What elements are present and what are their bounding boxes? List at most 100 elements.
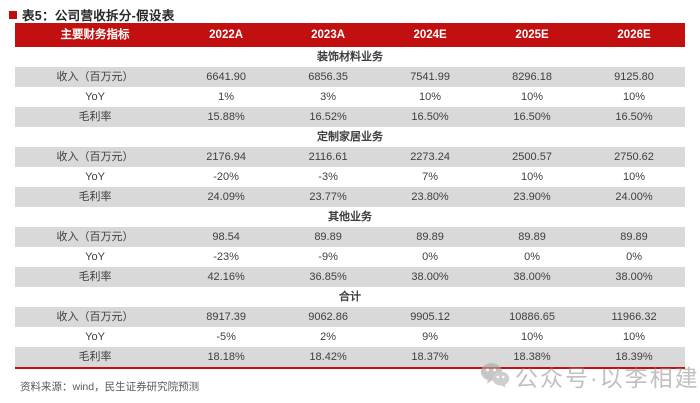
value-cell: 10886.65: [509, 311, 555, 323]
metric-cell: 收入（百万元）: [56, 311, 134, 323]
table-row: 毛利率 18.18% 18.42% 18.37% 18.38% 18.39%: [15, 347, 685, 367]
value-cell: 16.50%: [411, 111, 449, 123]
value-cell: 89.89: [416, 231, 444, 243]
section-label: 其他业务: [328, 211, 372, 223]
value-cell: 6641.90: [206, 71, 246, 83]
value-cell: 36.85%: [309, 271, 347, 283]
value-cell: 16.50%: [615, 111, 653, 123]
value-cell: 0%: [422, 251, 439, 263]
section-label-row: 其他业务: [15, 207, 685, 227]
metric-cell: YoY: [85, 91, 105, 103]
value-cell: 9125.80: [614, 71, 654, 83]
title-bullet-icon: [9, 10, 17, 19]
value-cell: 89.89: [518, 231, 546, 243]
value-cell: 2%: [320, 331, 337, 343]
value-cell: 1%: [218, 91, 235, 103]
metric-cell: YoY: [85, 171, 105, 183]
value-cell: 89.89: [620, 231, 648, 243]
value-cell: 18.38%: [513, 351, 551, 363]
header-cell-year: 2026E: [617, 29, 651, 41]
table-row: 收入（百万元） 8917.39 9062.86 9905.12 10886.65 1196…: [15, 307, 685, 327]
value-cell: 2273.24: [410, 151, 450, 163]
value-cell: 23.77%: [309, 191, 347, 203]
table-row: 毛利率 24.09% 23.77% 23.80% 23.90% 24.00%: [15, 187, 685, 207]
value-cell: 6856.35: [308, 71, 348, 83]
source-note: 资料来源：wind，民生证券研究院预测: [20, 381, 200, 393]
metric-cell: 毛利率: [78, 191, 112, 203]
value-cell: 10%: [623, 171, 646, 183]
header-cell-year: 2024E: [413, 29, 447, 41]
value-cell: 8917.39: [206, 311, 246, 323]
metric-cell: YoY: [85, 331, 105, 343]
value-cell: -3%: [318, 171, 338, 183]
value-cell: 89.89: [314, 231, 342, 243]
value-cell: 10%: [623, 91, 646, 103]
table-title-row: 表5：公司营收拆分-假设表: [9, 5, 175, 24]
section-label-row: 合计: [15, 287, 685, 307]
header-cell-year: 2023A: [311, 29, 346, 41]
value-cell: 9%: [422, 331, 439, 343]
value-cell: 10%: [521, 171, 544, 183]
value-cell: 38.00%: [411, 271, 449, 283]
value-cell: 11966.32: [611, 311, 657, 323]
value-cell: 2176.94: [206, 151, 246, 163]
value-cell: -23%: [213, 251, 239, 263]
metric-cell: YoY: [85, 251, 105, 263]
value-cell: 23.80%: [411, 191, 449, 203]
value-cell: 24.00%: [615, 191, 653, 203]
value-cell: 0%: [626, 251, 642, 263]
value-cell: 2750.62: [614, 151, 654, 163]
value-cell: 0%: [524, 251, 540, 263]
table-row: YoY 1% 3% 10% 10% 10%: [15, 87, 685, 107]
header-cell-year: 2022A: [209, 29, 244, 41]
value-cell: 10%: [521, 91, 544, 103]
value-cell: 38.00%: [615, 271, 653, 283]
value-cell: -9%: [318, 251, 338, 263]
value-cell: 18.18%: [207, 351, 245, 363]
value-cell: 7541.99: [410, 71, 450, 83]
header-cell-year: 2025E: [515, 29, 549, 41]
value-cell: 16.50%: [513, 111, 551, 123]
value-cell: 9905.12: [410, 311, 450, 323]
value-cell: 23.90%: [513, 191, 551, 203]
header-cell-metric: 主要财务指标: [60, 29, 130, 41]
value-cell: 98.54: [212, 231, 240, 243]
value-cell: 10%: [419, 91, 442, 103]
value-cell: 18.42%: [309, 351, 347, 363]
table-row: YoY -5% 2% 9% 10% 10%: [15, 327, 685, 347]
value-cell: 2500.57: [512, 151, 552, 163]
table-row: YoY -20% -3% 7% 10% 10%: [15, 167, 685, 187]
section-label: 合计: [339, 291, 361, 303]
metric-cell: 收入（百万元）: [56, 231, 134, 243]
value-cell: -20%: [213, 171, 239, 183]
value-cell: 10%: [623, 331, 646, 343]
value-cell: 7%: [422, 171, 439, 183]
value-cell: 42.16%: [207, 271, 245, 283]
value-cell: 18.37%: [411, 351, 449, 363]
metric-cell: 毛利率: [78, 351, 112, 363]
value-cell: 9062.86: [308, 311, 348, 323]
table-row: 收入（百万元） 2176.94 2116.61 2273.24 2500.57 2750.…: [15, 147, 685, 167]
table-row: 毛利率 15.88% 16.52% 16.50% 16.50% 16.50%: [15, 107, 685, 127]
value-cell: 15.88%: [207, 111, 245, 123]
section-label-row: 定制家居业务: [15, 127, 685, 147]
table-title: 表5：公司营收拆分-假设表: [22, 9, 175, 23]
table-row: 毛利率 42.16% 36.85% 38.00% 38.00% 38.00%: [15, 267, 685, 287]
table-row: YoY -23% -9% 0% 0% 0%: [15, 247, 685, 267]
value-cell: 18.39%: [615, 351, 653, 363]
metric-cell: 毛利率: [78, 111, 112, 123]
metric-cell: 收入（百万元）: [56, 71, 134, 83]
value-cell: 38.00%: [513, 271, 551, 283]
metric-cell: 收入（百万元）: [56, 151, 134, 163]
section-label: 定制家居业务: [317, 131, 383, 143]
value-cell: 10%: [521, 331, 544, 343]
value-cell: 3%: [320, 91, 337, 103]
section-label: 装饰材料业务: [317, 51, 383, 63]
metric-cell: 毛利率: [78, 271, 112, 283]
value-cell: 24.09%: [207, 191, 245, 203]
section-label-row: 装饰材料业务: [15, 47, 685, 67]
revenue-assumption-table: 主要财务指标 2022A 2023A 2024E 2025E 2026E 装饰材料业务收入（…: [15, 23, 685, 369]
value-cell: -5%: [216, 331, 236, 343]
table-header-row: 主要财务指标 2022A 2023A 2024E 2025E 2026E: [15, 23, 685, 47]
